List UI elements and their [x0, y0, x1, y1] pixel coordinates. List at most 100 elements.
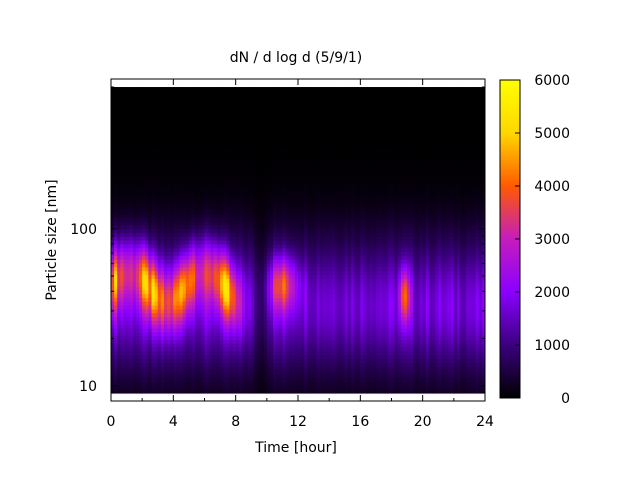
heatmap-cell [266, 197, 271, 203]
heatmap-cell [163, 266, 168, 272]
heatmap-cell [241, 144, 246, 149]
heatmap-cell [198, 274, 202, 279]
heatmap-cell [135, 224, 140, 230]
heatmap-cell [276, 312, 280, 318]
heatmap-cell [220, 312, 224, 318]
heatmap-cell [167, 320, 171, 325]
heatmap-cell [142, 136, 146, 142]
heatmap-cell [120, 255, 125, 260]
heatmap-cell [182, 293, 187, 298]
heatmap-cell [204, 354, 209, 360]
heatmap-cell [254, 266, 259, 272]
heatmap-cell [238, 182, 243, 188]
heatmap-cell [123, 106, 128, 111]
heatmap-cell [207, 331, 212, 337]
heatmap-cell [111, 90, 115, 96]
heatmap-cell [117, 308, 121, 314]
heatmap-cell [148, 155, 153, 161]
heatmap-cell [257, 220, 262, 226]
heatmap-cell [298, 243, 302, 249]
heatmap-cell [238, 117, 243, 123]
heatmap-cell [123, 358, 128, 363]
heatmap-cell [207, 224, 212, 230]
heatmap-cell [266, 132, 271, 138]
heatmap-cell [288, 343, 293, 348]
heatmap-cell [135, 136, 140, 142]
heatmap-cell [173, 385, 178, 390]
heatmap-cell [204, 213, 209, 218]
heatmap-cell [142, 259, 146, 264]
heatmap-cell [207, 240, 212, 245]
heatmap-cell [126, 87, 131, 92]
heatmap-cell [139, 94, 143, 100]
heatmap-cell [151, 354, 156, 360]
heatmap-cell [276, 132, 280, 138]
heatmap-cell [235, 324, 240, 329]
heatmap-cell [276, 190, 280, 195]
heatmap-cell [139, 312, 143, 318]
heatmap-cell [114, 121, 118, 126]
heatmap-cell [241, 109, 246, 115]
heatmap-cell [223, 102, 227, 107]
heatmap-cell [114, 381, 118, 386]
heatmap-cell [176, 106, 181, 111]
heatmap-cell [123, 178, 128, 184]
heatmap-cell [220, 320, 224, 325]
heatmap-cell [179, 220, 184, 226]
heatmap-cell [263, 132, 268, 138]
heatmap-cell [294, 121, 299, 126]
heatmap-cell [279, 316, 284, 321]
heatmap-cell [232, 220, 237, 226]
heatmap-cell [123, 148, 128, 153]
heatmap-cell [117, 385, 121, 390]
heatmap-cell [111, 171, 115, 176]
heatmap-cell [229, 247, 234, 253]
heatmap-cell [188, 312, 193, 318]
heatmap-cell [263, 232, 268, 237]
heatmap-cell [266, 350, 271, 356]
heatmap-cell [263, 186, 268, 191]
heatmap-cell [176, 174, 181, 180]
heatmap-cell [273, 285, 277, 291]
heatmap-cell [135, 289, 140, 295]
heatmap-cell [216, 213, 221, 218]
heatmap-cell [232, 167, 237, 172]
heatmap-cell [198, 308, 202, 314]
heatmap-cell [148, 297, 153, 302]
heatmap-cell [245, 251, 249, 256]
heatmap-cell [129, 148, 134, 153]
heatmap-cell [201, 144, 206, 149]
heatmap-cell [216, 312, 221, 318]
heatmap-cell [163, 343, 168, 348]
heatmap-cell [257, 274, 262, 279]
heatmap-cell [248, 136, 252, 142]
heatmap-cell [173, 320, 178, 325]
heatmap-cell [213, 190, 218, 195]
heatmap-cell [151, 106, 156, 111]
heatmap-cell [276, 159, 280, 165]
heatmap-cell [251, 243, 255, 249]
heatmap-cell [192, 182, 196, 188]
heatmap-cell [260, 174, 265, 180]
heatmap-cell [111, 132, 115, 138]
heatmap-cell [176, 312, 181, 318]
heatmap-cell [207, 171, 212, 176]
heatmap-cell [266, 385, 271, 390]
heatmap-cell [279, 285, 284, 291]
heatmap-cell [257, 266, 262, 272]
heatmap-cell [201, 259, 206, 264]
heatmap-cell [188, 106, 193, 111]
heatmap-cell [276, 98, 280, 103]
heatmap-cell [298, 289, 302, 295]
heatmap-cell [179, 366, 184, 371]
heatmap-cell [123, 228, 128, 233]
heatmap-cell [241, 178, 246, 184]
heatmap-cell [117, 228, 121, 233]
heatmap-cell [123, 305, 128, 310]
heatmap-cell [257, 140, 262, 145]
heatmap-cell [157, 217, 162, 222]
heatmap-cell [301, 228, 305, 233]
heatmap-cell [188, 278, 193, 283]
heatmap-cell [151, 316, 156, 321]
heatmap-cell [167, 259, 171, 264]
